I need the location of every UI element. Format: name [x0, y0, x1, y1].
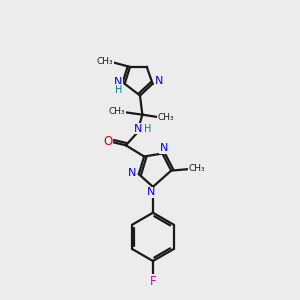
- Text: CH₃: CH₃: [109, 107, 125, 116]
- Text: CH₃: CH₃: [158, 112, 175, 122]
- Text: N: N: [114, 77, 122, 87]
- Text: CH₃: CH₃: [97, 58, 113, 67]
- Text: N: N: [134, 124, 143, 134]
- Text: CH₃: CH₃: [189, 164, 206, 173]
- Text: N: N: [155, 76, 163, 86]
- Text: F: F: [150, 274, 156, 287]
- Text: N: N: [147, 187, 156, 197]
- Text: H: H: [115, 85, 122, 94]
- Text: N: N: [128, 168, 136, 178]
- Text: N: N: [160, 143, 168, 153]
- Text: H: H: [144, 124, 151, 134]
- Text: O: O: [103, 135, 113, 148]
